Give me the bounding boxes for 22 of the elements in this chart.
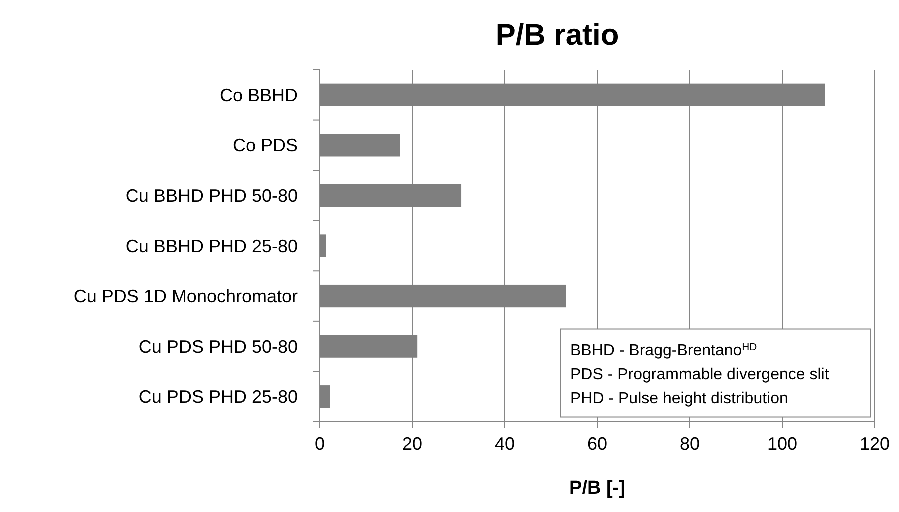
annotation: PDS - Programmable divergence slit — [570, 366, 830, 384]
y-tick-label: Co BBHD — [220, 85, 298, 106]
y-tick-label: Cu PDS PHD 25-80 — [138, 387, 298, 408]
bar — [320, 234, 326, 258]
x-tick-label: 60 — [587, 434, 608, 454]
x-axis-title: P/B [-] — [570, 478, 626, 499]
annotation: BBHD - Bragg-Brentano$^{HD}$ — [570, 342, 758, 360]
x-tick-label: 40 — [494, 434, 516, 454]
y-tick-label: Co PDS — [232, 136, 298, 156]
annotation: PHD - Pulse height distribution — [570, 390, 788, 408]
bar — [320, 134, 400, 157]
x-tick-label: 20 — [402, 434, 423, 454]
x-tick-label: 100 — [767, 434, 798, 454]
y-tick-label: Cu PDS 1D Monochromator — [74, 286, 298, 307]
x-tick-label: 0 — [314, 434, 326, 454]
chart-title: P/B ratio — [496, 19, 620, 52]
y-tick-label: Cu BBHD PHD 50-80 — [126, 186, 298, 206]
x-tick-label: 80 — [680, 434, 700, 454]
x-tick-label: 120 — [860, 434, 890, 454]
y-tick-label: Cu PDS PHD 50-80 — [138, 336, 298, 357]
y-tick-label: Cu BBHD PHD 25-80 — [126, 236, 298, 256]
bar — [320, 386, 330, 408]
